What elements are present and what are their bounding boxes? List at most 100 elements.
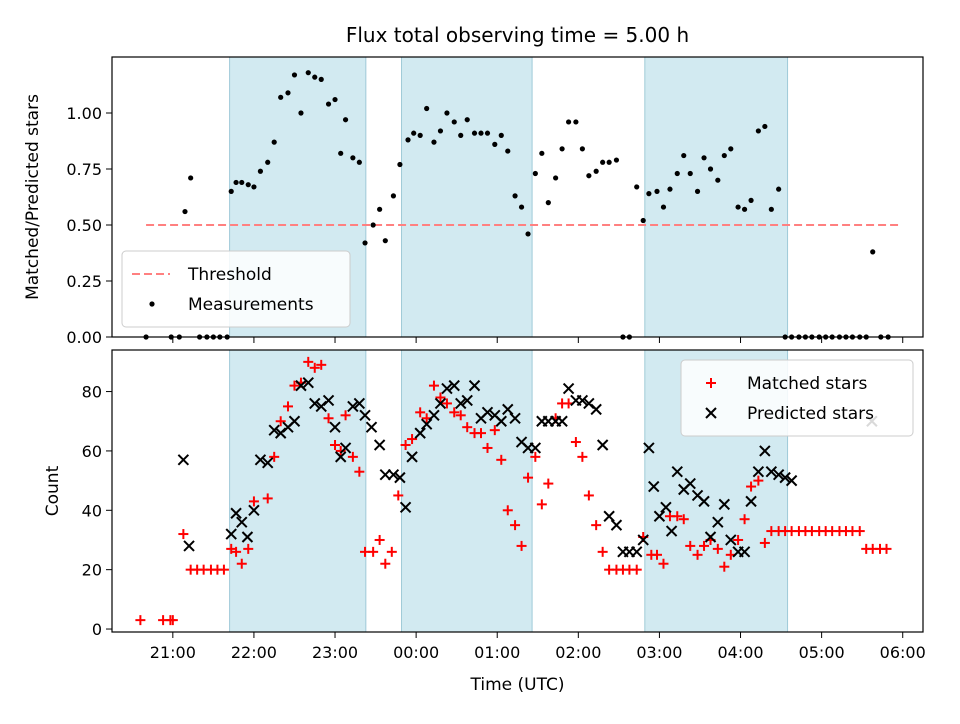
- predicted-point-b: [399, 501, 412, 514]
- measurement-point: [312, 74, 318, 80]
- measurement-point: [265, 159, 271, 165]
- predicted-point: [752, 465, 765, 478]
- predicted-point: [468, 379, 481, 392]
- matched-point: [347, 451, 358, 462]
- legend-box: [680, 359, 914, 437]
- predicted-point: [610, 519, 623, 531]
- measurement-point: [464, 117, 470, 123]
- predicted-point-b: [745, 495, 757, 508]
- predicted-point-b: [177, 454, 190, 466]
- measurement-point: [278, 94, 284, 100]
- matched-point: [476, 428, 487, 439]
- measurement-point: [553, 175, 559, 181]
- measurement-point: [613, 157, 620, 163]
- predicted-point: [420, 418, 433, 430]
- predicted-point: [339, 442, 352, 454]
- measurement-point: [634, 184, 640, 190]
- shaded-window: [401, 56, 533, 338]
- x-tick-label: 00:00: [393, 643, 439, 662]
- measurement-point: [539, 150, 545, 156]
- predicted-point-b: [583, 397, 595, 410]
- predicted-point: [183, 540, 195, 552]
- legend-label: Predicted stars: [747, 404, 874, 424]
- matched-point: [303, 356, 314, 367]
- matched-point: [658, 558, 669, 569]
- y-axis-label: Count: [43, 465, 63, 516]
- predicted-point-b: [752, 465, 765, 478]
- measurement-point: [417, 132, 423, 138]
- predicted-point: [596, 439, 609, 451]
- predicted-point: [785, 474, 798, 487]
- predicted-point-b: [590, 403, 602, 416]
- x-tick-label: 04:00: [717, 643, 763, 662]
- measurement-point: [593, 168, 599, 174]
- predicted-point: [288, 415, 301, 427]
- matched-point: [746, 481, 757, 492]
- predicted-point: [309, 397, 321, 410]
- predicted-point-b: [461, 394, 473, 407]
- predicted-point-b: [725, 534, 737, 546]
- predicted-point: [725, 534, 737, 546]
- matched-point: [236, 558, 247, 569]
- predicted-point-b: [406, 451, 418, 463]
- measurement-point: [188, 175, 194, 181]
- measurement-point: [498, 132, 504, 138]
- matched-point: [428, 380, 439, 391]
- predicted-point-b: [262, 457, 274, 469]
- predicted-point-b: [414, 427, 426, 439]
- predicted-point: [428, 409, 440, 422]
- predicted-point: [379, 468, 392, 481]
- predicted-point: [230, 507, 242, 519]
- matched-point: [577, 451, 588, 462]
- matched-point: [415, 407, 426, 418]
- predicted-point-b: [660, 501, 672, 514]
- matched-point: [269, 451, 280, 462]
- measurement-point: [573, 119, 579, 125]
- predicted-point-b: [759, 445, 771, 457]
- measurement-point: [776, 186, 782, 192]
- predicted-point: [295, 379, 307, 392]
- predicted-point-b: [230, 507, 242, 519]
- measurement-point: [492, 141, 498, 147]
- predicted-point: [603, 510, 615, 522]
- predicted-point: [268, 424, 280, 436]
- predicted-point: [660, 501, 672, 514]
- predicted-point: [562, 382, 575, 395]
- measurement-point: [532, 170, 538, 177]
- measurement-point: [762, 123, 768, 130]
- matched-point: [510, 520, 521, 531]
- legend-label: Threshold: [187, 265, 272, 285]
- predicted-point-b: [576, 394, 589, 407]
- predicted-point: [441, 382, 453, 395]
- predicted-point-b: [268, 424, 280, 436]
- predicted-point-b: [322, 394, 335, 407]
- predicted-point-b: [509, 412, 521, 424]
- matched-point: [441, 398, 452, 409]
- matched-point: [530, 451, 541, 462]
- matched-point: [543, 478, 554, 489]
- predicted-point-b: [387, 468, 400, 481]
- predicted-point: [684, 477, 696, 490]
- predicted-point-b: [684, 477, 696, 490]
- legend: Matched stars Predicted stars: [680, 359, 914, 437]
- predicted-point-b: [665, 525, 678, 537]
- predicted-point-b: [603, 510, 615, 522]
- measurement-point: [471, 130, 478, 136]
- predicted-point: [765, 465, 778, 478]
- predicted-point: [373, 439, 386, 451]
- measurement-point: [715, 177, 721, 183]
- predicted-point: [745, 495, 757, 508]
- matched-point: [368, 546, 379, 557]
- predicted-point: [399, 501, 412, 514]
- matched-point: [316, 359, 327, 370]
- predicted-point-b: [288, 415, 301, 427]
- predicted-point-b: [765, 465, 778, 478]
- predicted-point: [643, 442, 655, 454]
- matched-point: [489, 425, 500, 436]
- predicted-point-b: [448, 379, 460, 392]
- measurement-point: [332, 96, 338, 103]
- matched-point: [455, 410, 466, 421]
- measurement-point: [411, 130, 417, 136]
- predicted-point-b: [359, 409, 371, 422]
- predicted-point-b: [334, 451, 347, 463]
